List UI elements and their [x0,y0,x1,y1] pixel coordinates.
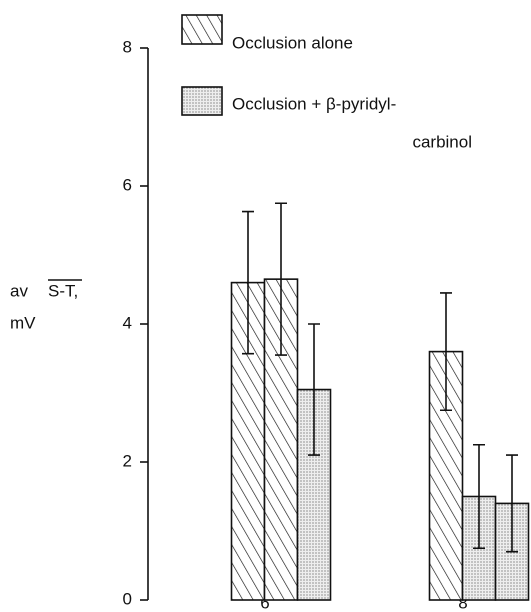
error-bar [242,210,254,355]
error-bar [440,292,452,412]
legend-label: Occlusion alone [232,33,353,52]
y-tick-label: 4 [123,313,132,332]
legend-swatch [181,86,223,116]
y-label: mV [10,313,36,332]
y-label: av [10,281,28,300]
error-bar [506,454,518,553]
y-tick-label: 2 [123,451,132,470]
y-tick-label: 6 [123,175,132,194]
y-tick-label: 0 [123,589,132,608]
y-tick-label: 8 [123,37,132,56]
legend-label: carbinol [412,132,472,151]
error-bar [275,202,287,356]
y-label: S-T, [48,281,78,300]
error-bar [473,443,485,550]
error-bar [308,323,320,456]
legend-label: Occlusion + β-pyridyl- [232,94,396,113]
legend-swatch [181,14,223,45]
x-tick-label: 6 [260,593,269,612]
x-tick-label: 8 [458,593,467,612]
